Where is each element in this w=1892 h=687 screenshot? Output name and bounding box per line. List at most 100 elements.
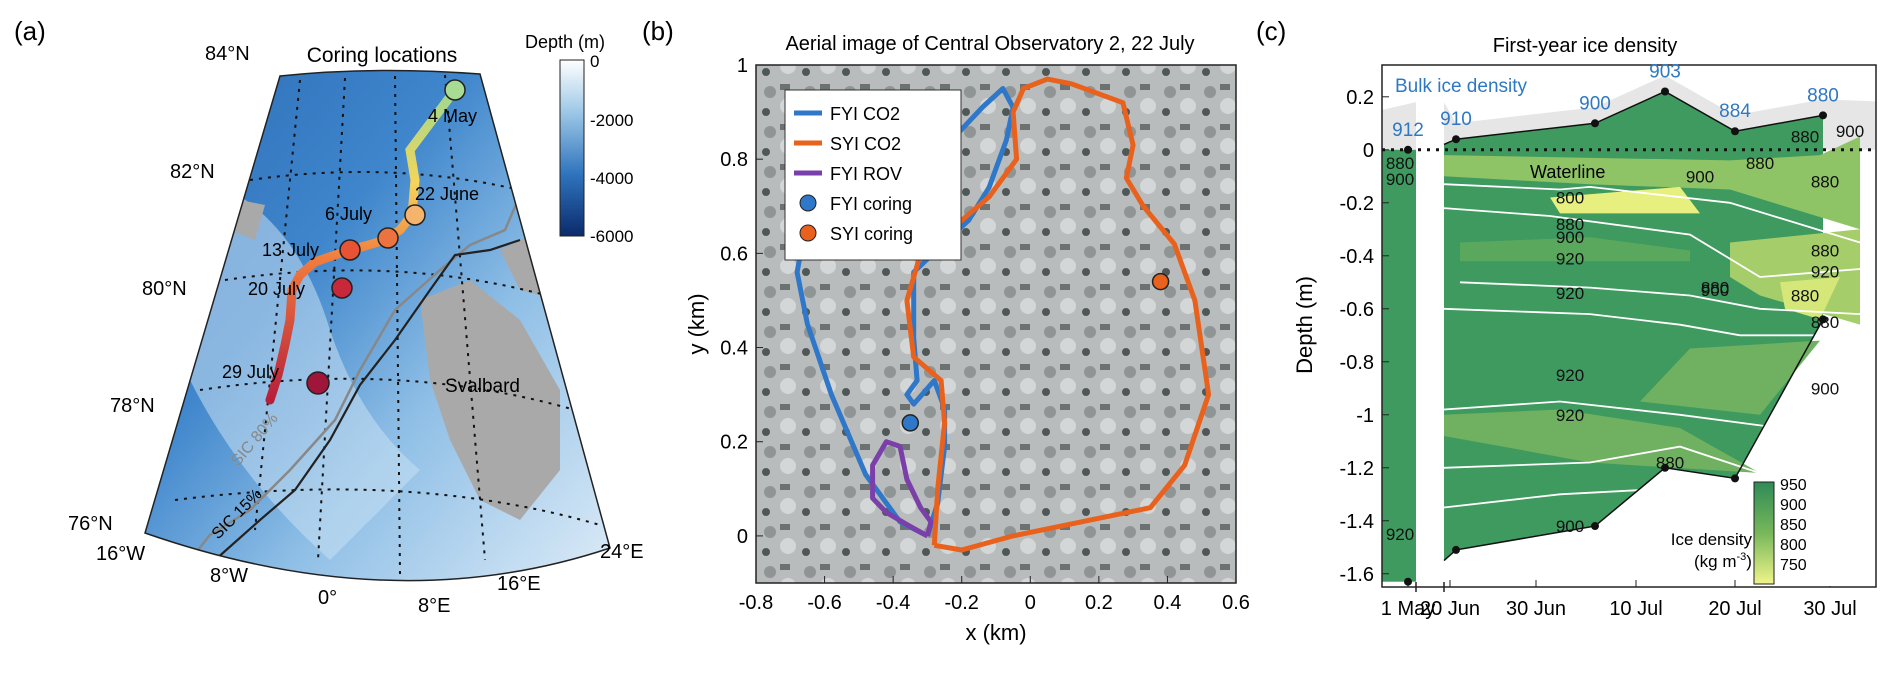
contour-label: 880	[1656, 453, 1684, 472]
depth-tick-4000: -4000	[590, 169, 633, 188]
contour-label: 900	[1556, 517, 1584, 536]
contour-label: 880	[1811, 313, 1839, 332]
depth-colorbar	[559, 59, 585, 237]
marker-6-july	[377, 227, 399, 249]
marker-13-july	[339, 239, 361, 261]
x-tick-label-b: 0	[1025, 592, 1036, 614]
graticule	[174, 74, 601, 576]
lat-label-78n: 78°N	[110, 395, 155, 417]
y-tick-label-c: -1.2	[1340, 458, 1374, 480]
x-tick-label-b: -0.2	[944, 592, 978, 614]
panel-a-title: Coring locations	[307, 44, 458, 67]
x-axis-label-b: x (km)	[965, 620, 1026, 645]
lat-label-82n: 82°N	[170, 161, 215, 183]
panel-c-density: (c) First-year ice density 0.2 0 -0.2 -0.4 -…	[1256, 0, 1892, 687]
contour-label: 880	[1746, 154, 1774, 173]
date-label-6-july: 6 July	[325, 204, 372, 224]
panel-b-title: Aerial image of Central Observatory 2, 2…	[785, 33, 1194, 55]
contour-label: 900	[1686, 167, 1714, 186]
legend-syi-co2: SYI CO2	[830, 134, 901, 154]
surface-point	[1819, 111, 1827, 120]
depth-tick-0: 0	[590, 52, 599, 71]
x-tick-label-b: -0.8	[739, 592, 773, 614]
contour-label: 900	[1701, 281, 1729, 300]
contour-label: 880	[1556, 215, 1584, 234]
legend-fyi-co2: FYI CO2	[830, 104, 900, 124]
contour-label: 900	[1836, 122, 1864, 141]
sic-80-line	[189, 194, 522, 561]
panel-b-letter: (b)	[642, 16, 674, 46]
density-band	[1460, 237, 1690, 262]
density-band	[1550, 186, 1700, 214]
legend-syi-coring: SYI coring	[830, 224, 913, 244]
lon-label-8w: 8°W	[210, 565, 248, 587]
density-tick-900: 900	[1780, 497, 1807, 514]
y-tick-label-b: 0.2	[720, 432, 748, 454]
outline-syi-co2	[904, 76, 1212, 553]
x-tick-label-c: 10 Jul	[1609, 598, 1662, 620]
contour-label: 900	[1386, 170, 1414, 189]
contour-line	[1443, 207, 1861, 278]
outline-fyi-co2	[794, 86, 1016, 539]
greenland-land	[235, 200, 265, 240]
panel-b-aerial: (b) Aerial image of Central Observatory …	[640, 0, 1260, 687]
x-tick-label-b: 0.2	[1085, 592, 1113, 614]
surface-point	[1404, 145, 1412, 154]
date-label-4-may: 4 May	[428, 106, 477, 126]
place-label-svalbard: Svalbard	[445, 376, 520, 397]
surface-point	[1731, 127, 1739, 136]
x-tick-label-b: 0.6	[1222, 592, 1250, 614]
density-tick-750: 750	[1780, 557, 1807, 574]
y-tick-label-b: 0.4	[720, 338, 748, 360]
density-band	[1444, 136, 1860, 230]
bulk-density-value: 900	[1579, 93, 1611, 114]
lat-label-84n: 84°N	[205, 43, 250, 65]
contour-label: 900	[1811, 379, 1839, 398]
contour-line	[1443, 183, 1861, 244]
surface-point	[1591, 119, 1599, 128]
contour-line	[1443, 307, 1860, 337]
y-tick-label-c: -0.4	[1340, 246, 1374, 268]
contour-label: 920	[1556, 284, 1584, 303]
axis-break-gap	[1416, 60, 1444, 600]
waterline-label: Waterline	[1530, 162, 1605, 182]
bulk-density-value: 912	[1392, 120, 1424, 141]
map-frame	[144, 69, 611, 582]
density-band	[1640, 340, 1820, 415]
x-tick-label-b: -0.4	[876, 592, 910, 614]
lon-label-16e: 16°E	[497, 573, 541, 595]
lon-label-8e: 8°E	[418, 595, 450, 617]
bottom-point	[1819, 315, 1827, 324]
density-band	[1780, 276, 1840, 320]
y-tick-label-c: -0.8	[1340, 352, 1374, 374]
contour-labels: 8809008809008008809008809209208809209008…	[1386, 122, 1864, 544]
density-tick-950: 950	[1780, 477, 1807, 494]
depth-tick-6000: -6000	[590, 227, 633, 246]
panel-c-title: First-year ice density	[1493, 35, 1678, 57]
above-water-band-left	[1382, 102, 1416, 150]
contour-label: 920	[1556, 406, 1584, 425]
density-band	[1444, 409, 1760, 474]
point-fyi-coring	[901, 414, 920, 432]
bottom-point	[1661, 463, 1669, 472]
svalbard-land	[420, 280, 560, 520]
lat-label-76n: 76°N	[68, 513, 113, 535]
y-tick-label-c: -1.6	[1340, 564, 1374, 586]
bottom-point	[1404, 577, 1412, 586]
lon-label-16w: 16°W	[96, 543, 145, 565]
marker-22-june	[404, 204, 426, 226]
surface-bottom-lines: 912 910 900 903 884 880	[1382, 61, 1876, 586]
y-tick-label-c: 0	[1363, 140, 1374, 162]
contour-label: 880	[1791, 128, 1819, 147]
contour-label: 880	[1811, 173, 1839, 192]
x-tick-label-c: 20 Jun	[1420, 598, 1480, 620]
bulk-density-value: 884	[1719, 101, 1751, 122]
x-tick-label-c: 30 Jun	[1506, 598, 1566, 620]
point-syi-coring	[1151, 272, 1170, 291]
colorbar-label-c-line2: (kg m-3)	[1694, 551, 1752, 571]
colorbar-label-c-line1: Ice density	[1671, 530, 1753, 549]
x-tick-label-c: 20 Jul	[1708, 598, 1761, 620]
contour-label: 880	[1386, 154, 1414, 173]
bulk-density-value: 903	[1649, 61, 1681, 82]
outline-group	[794, 76, 1212, 553]
